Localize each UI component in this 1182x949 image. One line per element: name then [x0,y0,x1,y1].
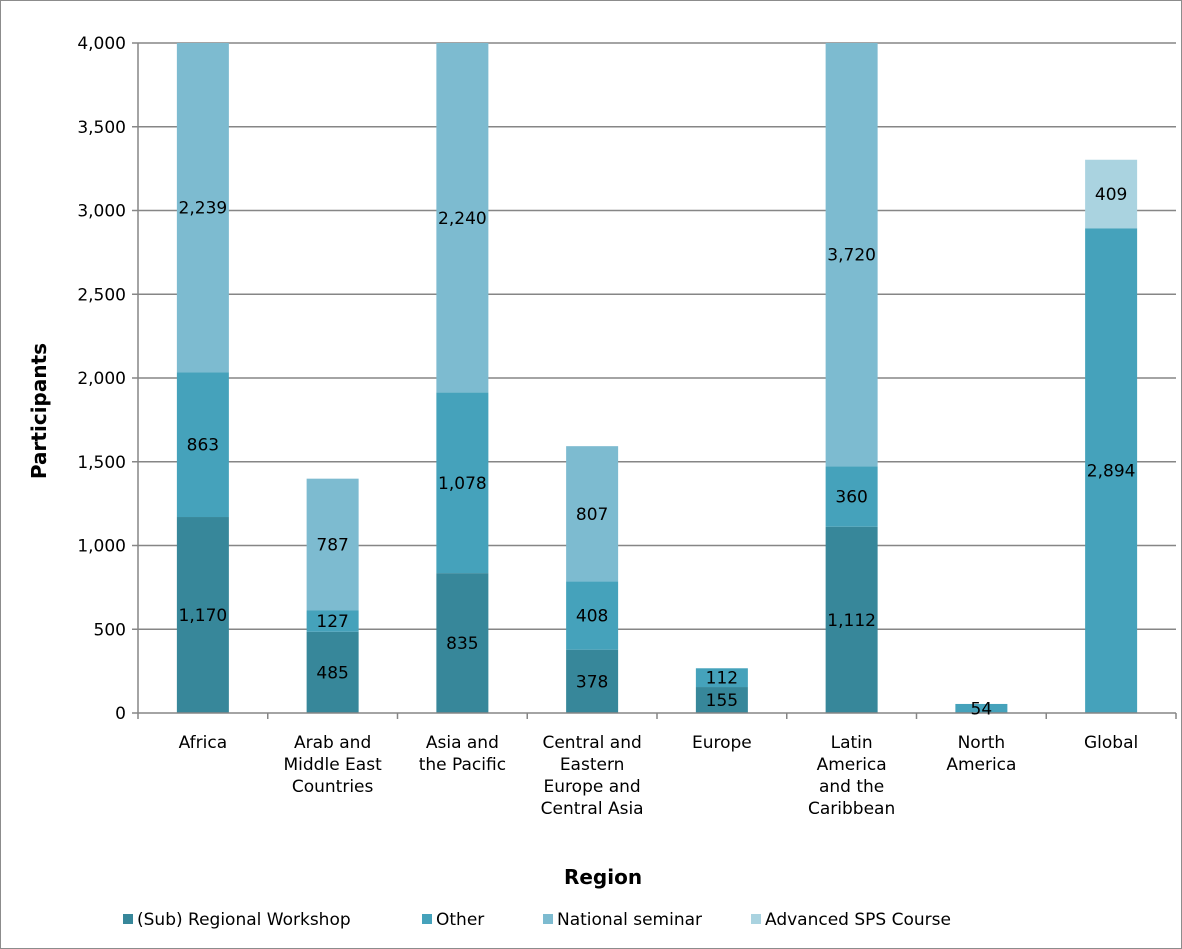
y-tick-label: 2,000 [77,369,126,389]
bar-segment [436,43,489,393]
x-category-label: Middle East [284,755,383,775]
data-label: 1,170 [179,606,228,626]
legend-entry: (Sub) Regional Workshop [137,910,351,930]
data-label: 485 [316,663,348,683]
x-category-label: Asia and [426,733,499,753]
data-labels: 1,170 863 2,239 485 127 787 835 1,078 2,240 378 40… [179,185,1136,719]
legend-entry: National seminar [557,910,702,930]
data-label: 1,078 [438,474,487,494]
x-category-label: Arab and [294,733,371,753]
axes [132,42,1177,719]
bar-segment [695,668,748,688]
x-category-label: Central Asia [541,799,644,819]
legend-entry: Other [436,910,484,930]
x-category-label: North [958,733,1006,753]
y-axis-title: Participants [27,343,51,479]
bar-segment [176,372,229,518]
data-label: 155 [706,691,738,711]
x-category-label: America [946,755,1016,775]
bars [176,43,1138,713]
bar-segment [566,446,619,582]
x-category-label: Latin [831,733,873,753]
x-category-label: the Pacific [419,755,506,775]
y-tick-label: 4,000 [77,34,126,54]
bar-segment [955,703,1008,713]
y-tick-label: 500 [94,620,126,640]
y-tick-label: 3,500 [77,118,126,138]
x-category-label: Countries [292,777,374,797]
legend-entry: Advanced SPS Course [765,910,951,930]
y-tick-label: 1,000 [77,537,126,557]
data-label: 2,239 [179,199,228,219]
data-label: 787 [316,536,348,556]
data-label: 127 [316,612,348,632]
data-label: 112 [706,669,738,689]
data-label: 1,112 [827,611,876,631]
bar-segment [825,43,878,467]
x-category-label: Global [1084,733,1138,753]
y-tick-label: 3,000 [77,202,126,222]
y-tick-label: 0 [115,704,126,724]
bar-segment [176,43,229,373]
bar-segment [306,610,359,632]
x-category-label: Africa [179,733,228,753]
data-label: 863 [187,436,219,456]
x-category-label: Caribbean [808,799,895,819]
data-label: 835 [446,634,478,654]
y-tick-label: 1,500 [77,453,126,473]
data-label: 807 [576,505,608,525]
x-category-label: Europe and [544,777,641,797]
data-label: 3,720 [827,246,876,266]
data-label: 2,894 [1087,462,1136,482]
legend-swatch [422,914,432,924]
data-label: 360 [835,488,867,508]
bar-segment [436,392,489,574]
x-category-label: America [817,755,887,775]
legend-swatch [543,914,553,924]
legend: (Sub) Regional Workshop Other National sem… [123,910,951,930]
data-label: 409 [1095,185,1127,205]
x-category-label: Central and [542,733,641,753]
x-category-label: and the [819,777,884,797]
data-label: 378 [576,672,608,692]
bar-segment [566,649,619,713]
x-axis-title: Region [564,865,642,889]
data-label: 408 [576,607,608,627]
y-tick-labels: 0 500 1,000 1,500 2,000 2,500 3,000 3,500 4,000 [77,34,126,724]
y-tick-label: 2,500 [77,285,126,305]
bar-segment [825,466,878,527]
bar-segment [566,581,619,650]
gridlines [138,42,1176,630]
bar-segment [695,687,748,713]
bar-segment [306,631,359,713]
data-label: 54 [971,699,993,719]
bar-segment [825,526,878,713]
bar-segment [306,478,359,611]
legend-swatch [123,914,133,924]
bar-segment [1085,159,1138,229]
bar-segment [436,573,489,713]
bar-segment [176,517,229,713]
x-category-label: Eastern [560,755,625,775]
x-category-label: Europe [692,733,752,753]
data-label: 2,240 [438,209,487,229]
bar-segment [1085,228,1138,713]
legend-swatch [751,914,761,924]
